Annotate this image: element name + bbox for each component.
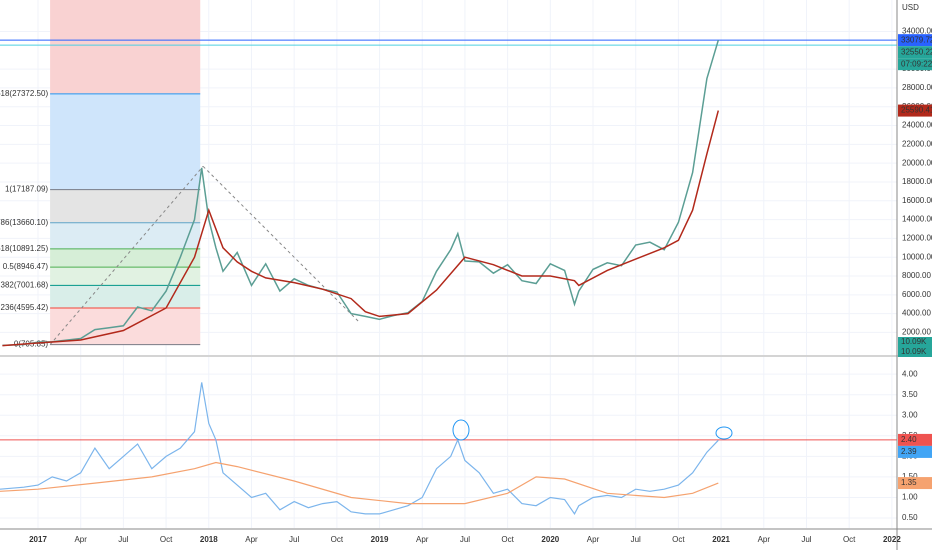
fib-band xyxy=(50,248,201,268)
fib-band xyxy=(50,285,201,309)
y-tick-label: 1.50 xyxy=(902,472,918,481)
x-tick-label: Apr xyxy=(416,535,429,544)
fib-band xyxy=(50,93,201,190)
x-tick-label: Jul xyxy=(289,535,299,544)
volume-tag-label: 10.09K xyxy=(901,337,927,346)
price-tag-label: 33079.72 xyxy=(901,35,932,44)
y-tick-label: 1.00 xyxy=(902,493,918,502)
peak-circle xyxy=(452,419,470,441)
y-tick-label: 14000.00 xyxy=(902,215,932,224)
price-tag-label: 2.39 xyxy=(901,447,917,456)
x-tick-label: Jul xyxy=(118,535,128,544)
x-tick-label: Jul xyxy=(801,535,811,544)
series-line xyxy=(0,382,719,516)
x-tick-label: 2018 xyxy=(200,535,218,544)
y-tick-label: 0.50 xyxy=(902,513,918,522)
x-tick-label: Apr xyxy=(245,535,258,544)
y-tick-label: 4000.00 xyxy=(902,309,931,318)
fib-label: 1(17187.09) xyxy=(5,185,48,194)
price-tag-label: 25590.41 xyxy=(901,106,932,115)
y-tick-label: 22000.00 xyxy=(902,139,932,148)
volume-tag xyxy=(898,347,932,357)
currency: USD xyxy=(902,3,919,12)
fib-label: 0.382(7001.68) xyxy=(0,281,48,290)
x-tick-label: Oct xyxy=(672,535,685,544)
x-tick-label: Oct xyxy=(501,535,514,544)
y-tick-label: 2000.00 xyxy=(902,328,931,337)
y-tick-label: 28000.00 xyxy=(902,83,932,92)
y-tick-label: 10000.00 xyxy=(902,252,932,261)
price-tag xyxy=(898,445,932,458)
countdown: 07:09:22 xyxy=(901,59,932,68)
x-tick-label: Oct xyxy=(331,535,344,544)
series-line xyxy=(2,110,720,347)
y-tick-label: 12000.00 xyxy=(902,234,932,243)
price-tag xyxy=(898,104,932,117)
x-tick-label: 2017 xyxy=(29,535,47,544)
fib-label: 0.5(8946.47) xyxy=(3,262,49,271)
price-tag xyxy=(898,433,932,446)
fib-band xyxy=(50,222,201,249)
y-tick-label: 24000.00 xyxy=(902,121,932,130)
x-tick-label: Apr xyxy=(758,535,771,544)
fib-band xyxy=(50,189,201,223)
fib-label: 0.618(10891.25) xyxy=(0,244,48,253)
indicator-pane xyxy=(0,357,897,528)
y-tick-label: 18000.00 xyxy=(902,177,932,186)
x-tick-label: 2022 xyxy=(883,535,901,544)
price-tag-label: 32550.22 xyxy=(901,47,932,56)
trend-line xyxy=(202,165,359,322)
volume-tag xyxy=(898,337,932,347)
series-line xyxy=(0,461,719,505)
price-pane: 1.618(27372.50) 1(17187.09) 0.786(13660.10… xyxy=(0,0,897,355)
x-tick-label: Jul xyxy=(631,535,641,544)
y-tick-label: 6000.00 xyxy=(902,290,931,299)
price-tag xyxy=(898,477,932,490)
y-tick-label: 8000.00 xyxy=(902,271,931,280)
fib-label: 0.236(4595.42) xyxy=(0,303,48,312)
price-tag-label: 1.35 xyxy=(901,478,917,487)
y-tick-label: 16000.00 xyxy=(902,196,932,205)
y-tick-label: 20000.00 xyxy=(902,158,932,167)
x-tick-label: Oct xyxy=(843,535,856,544)
x-tick-label: Jul xyxy=(460,535,470,544)
x-tick-label: Apr xyxy=(587,535,600,544)
fib-band xyxy=(50,0,201,94)
peak-circle xyxy=(715,426,733,440)
fib-label: 1.618(27372.50) xyxy=(0,89,48,98)
countdown-tag xyxy=(898,58,932,71)
price-tag xyxy=(898,34,932,47)
price-tag-label: 2.40 xyxy=(901,435,917,444)
price-tag xyxy=(898,46,932,59)
series-line xyxy=(2,39,720,347)
x-tick-label: 2020 xyxy=(541,535,559,544)
y-tick-label: 4.00 xyxy=(902,369,918,378)
y-tick-label: 34000.00 xyxy=(902,27,932,36)
fib-label: 0.786(13660.10) xyxy=(0,218,48,227)
volume-tag-label: 10.09K xyxy=(901,347,927,356)
y-tick-label: 3.50 xyxy=(902,390,918,399)
x-tick-label: 2021 xyxy=(712,535,730,544)
fib-band xyxy=(50,267,201,286)
x-tick-label: Apr xyxy=(74,535,87,544)
x-tick-label: 2019 xyxy=(371,535,389,544)
y-tick-label: 3.00 xyxy=(902,410,918,419)
x-tick-label: Oct xyxy=(160,535,173,544)
